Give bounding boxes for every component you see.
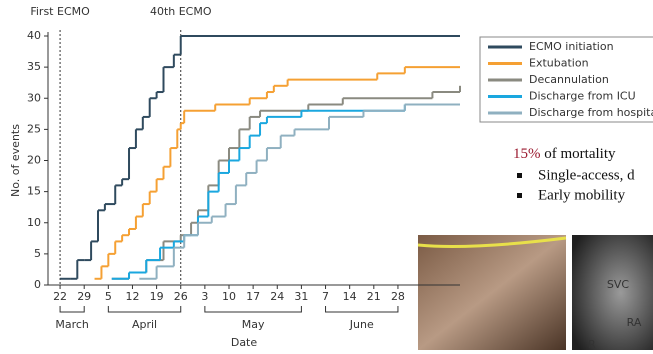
- y-tick-label: 25: [27, 122, 41, 135]
- x-tick-label: 26: [174, 290, 188, 303]
- bullet-text: Single-access, d: [538, 167, 635, 183]
- y-tick-label: 35: [27, 60, 41, 73]
- x-tick-label: 22: [53, 290, 67, 303]
- bullet: [517, 193, 522, 198]
- image-label: RA: [627, 316, 642, 329]
- month-label: May: [242, 318, 265, 331]
- y-axis-label: No. of events: [9, 124, 22, 197]
- legend-label: Extubation: [529, 57, 589, 70]
- chart: 15% of mortality 0 5 10 15 20 25 30 35 40 22 29 5 12…: [0, 0, 653, 350]
- legend-label: Discharge from ICU: [529, 90, 636, 103]
- x-tick-label: 31: [294, 290, 308, 303]
- photo: [418, 235, 566, 350]
- y-tick-label: 20: [27, 154, 41, 167]
- x-tick-label: 14: [343, 290, 357, 303]
- x-tick-label: 7: [322, 290, 329, 303]
- note-highlight: 15%: [513, 146, 541, 162]
- y-tick-label: 15: [27, 185, 41, 198]
- month-bracket: [205, 306, 302, 312]
- x-tick-label: 19: [150, 290, 164, 303]
- month-bracket: [108, 306, 180, 312]
- xray: [572, 235, 653, 350]
- month-bracket: [60, 306, 84, 312]
- marker-label: First ECMO: [30, 5, 90, 18]
- x-axis-label: Date: [231, 336, 258, 349]
- x-tick-label: 21: [367, 290, 381, 303]
- y-tick-label: 10: [27, 216, 41, 229]
- bullet-text: Early mobility: [538, 187, 626, 203]
- image-label: R: [588, 338, 596, 350]
- y-tick-label: 5: [34, 247, 41, 260]
- x-tick-label: 17: [246, 290, 260, 303]
- x-tick-label: 3: [201, 290, 208, 303]
- note: 15% of mortality: [513, 146, 616, 162]
- month-label: April: [132, 318, 157, 331]
- x-tick-label: 24: [270, 290, 284, 303]
- x-tick-label: 5: [105, 290, 112, 303]
- month-bracket: [326, 306, 398, 312]
- legend-label: ECMO initiation: [529, 40, 614, 53]
- x-tick-label: 12: [125, 290, 139, 303]
- image-label: SVC: [607, 278, 630, 291]
- month-label: June: [349, 318, 374, 331]
- y-tick-label: 30: [27, 91, 41, 104]
- x-tick-label: 29: [77, 290, 91, 303]
- month-label: March: [55, 318, 89, 331]
- marker-label: 40th ECMO: [150, 5, 212, 18]
- y-tick-label: 40: [27, 29, 41, 42]
- legend-label: Discharge from hospital: [529, 106, 653, 119]
- bullet: [517, 173, 522, 178]
- y-tick-label: 0: [34, 278, 41, 291]
- note-text: of mortality: [541, 146, 616, 162]
- x-tick-label: 10: [222, 290, 236, 303]
- x-tick-label: 28: [391, 290, 405, 303]
- legend-label: Decannulation: [529, 73, 609, 86]
